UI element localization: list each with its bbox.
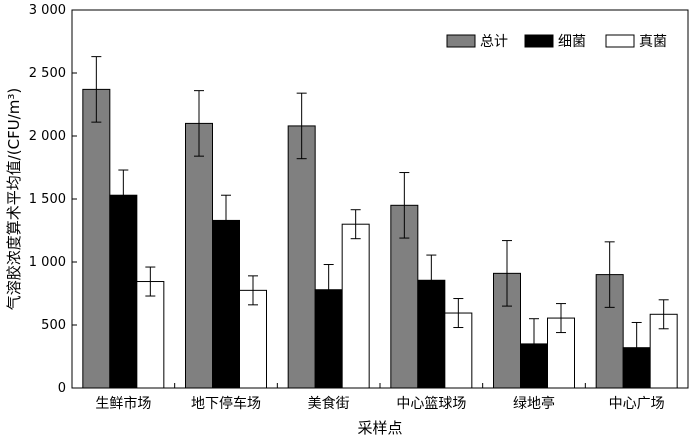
- y-tick-label: 0: [58, 381, 66, 396]
- legend-label-1: 总计: [480, 34, 508, 50]
- x-tick-label: 美食街: [308, 395, 350, 412]
- bar-1-4: [390, 204, 419, 389]
- legend-swatch-2: [524, 34, 554, 48]
- plot-area-border: [71, 9, 689, 389]
- legend-swatch-3: [605, 34, 635, 48]
- bar-3-2: [239, 289, 267, 389]
- x-tick-label: 中心广场: [609, 396, 665, 412]
- x-tick-label: 地下停车场: [191, 395, 261, 412]
- x-axis-title: 采样点: [357, 419, 402, 437]
- x-tick-label: 绿地亭: [513, 395, 555, 412]
- legend-swatch-1: [446, 34, 476, 48]
- y-axis-title: 气溶胶浓度算术平均值/(CFU/m³): [5, 88, 23, 311]
- y-tick-label: 1 500: [29, 192, 66, 207]
- bar-2-1: [109, 194, 138, 389]
- bar-3-3: [341, 223, 370, 389]
- y-tick-label: 1 000: [29, 255, 66, 270]
- x-tick-label: 中心篮球场: [396, 396, 466, 412]
- y-tick-label: 2 500: [29, 66, 66, 81]
- bar-1-1: [82, 88, 111, 389]
- bar-2-2: [212, 219, 240, 389]
- y-tick-label: 2 000: [29, 129, 66, 144]
- bar-1-2: [185, 122, 213, 389]
- y-tick-label: 500: [41, 318, 66, 333]
- x-tick-label: 生鲜市场: [95, 395, 151, 412]
- legend-label-2: 细菌: [558, 34, 586, 50]
- bar-3-1: [136, 281, 165, 389]
- bar-1-3: [287, 125, 316, 389]
- y-tick-label: 3 000: [29, 3, 66, 18]
- legend-label-3: 真菌: [639, 34, 667, 50]
